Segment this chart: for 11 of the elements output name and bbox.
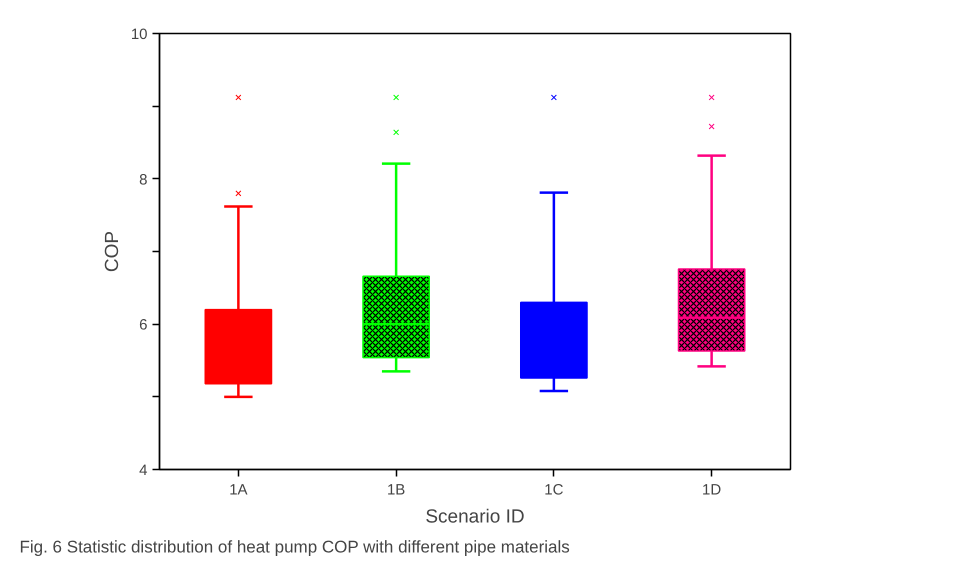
x-tick-label: 1B [386, 482, 406, 498]
y-tick-label: 10 [130, 26, 148, 43]
x-axis-title: Scenario ID [425, 506, 525, 528]
y-tick-label: 6 [139, 316, 148, 334]
x-tick-label: 1D [702, 482, 722, 498]
caption: Fig. 6 Statistic distribution of heat pump COP with different pipe materials [20, 538, 570, 556]
y-tick-label: 4 [139, 462, 148, 479]
x-tick-label: 1C [544, 482, 564, 498]
y-tick-label: 8 [139, 171, 148, 188]
x-tick-label: 1A [229, 482, 248, 498]
y-axis-title: COP [102, 230, 123, 272]
